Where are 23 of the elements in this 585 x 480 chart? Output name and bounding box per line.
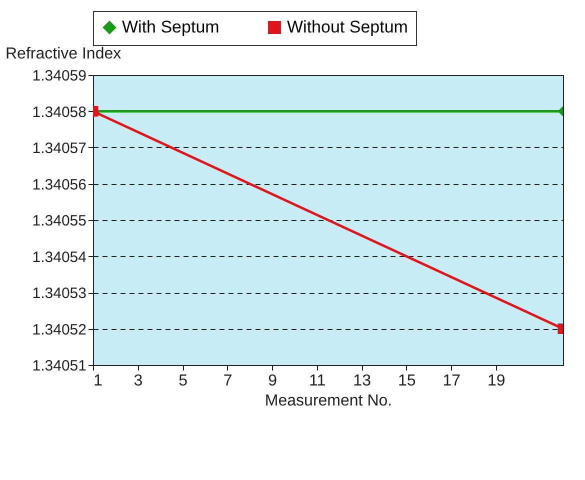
x-tick-label: 11: [309, 372, 326, 390]
x-tick-label: 15: [398, 372, 416, 390]
y-tick-label: 1.34053: [32, 285, 86, 302]
x-axis-title: Measurement No.: [264, 392, 392, 410]
y-tick-label: 1.34054: [32, 248, 86, 266]
y-tick-label: 1.34056: [32, 176, 86, 194]
x-tick-label: 3: [134, 372, 143, 390]
y-tick-label: 1.34051: [32, 358, 86, 374]
x-tick-label: 1: [94, 372, 102, 390]
x-tick-label: 5: [178, 372, 188, 390]
y-tick-label: 1.34058: [32, 104, 86, 121]
x-tick-label: 7: [223, 372, 232, 390]
legend-label: Without Septum: [287, 18, 408, 37]
y-tick-label: 1.34057: [32, 140, 86, 157]
x-tick-label: 19: [487, 372, 506, 390]
x-tick-label: 9: [268, 372, 278, 390]
legend-label: With Septum: [122, 18, 220, 37]
y-tick-label: 1.34052: [32, 321, 86, 338]
y-tick-label: 1.34055: [32, 212, 86, 230]
x-tick-label: 17: [442, 372, 461, 390]
y-tick-label: 1.34059: [32, 68, 86, 84]
x-tick-label: 13: [353, 372, 372, 390]
y-axis-title: Refractive Index: [6, 46, 122, 62]
